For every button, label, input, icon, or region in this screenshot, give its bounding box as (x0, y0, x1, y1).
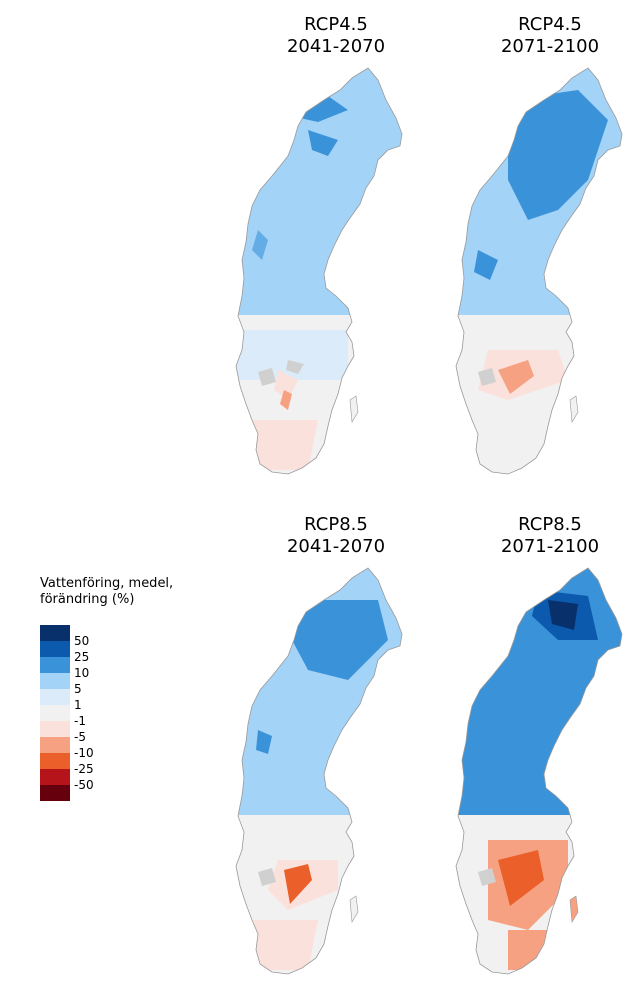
period-label: 2041-2070 (286, 36, 386, 57)
legend-swatch (40, 673, 70, 689)
map-rcp85-2071 (455, 567, 623, 975)
period-label: 2071-2100 (500, 536, 600, 557)
legend-swatch (40, 657, 70, 673)
panel-title-rcp45-2041: RCP4.5 2041-2070 (236, 14, 436, 58)
legend-swatch (40, 737, 70, 753)
scenario-label: RCP8.5 (304, 514, 368, 535)
legend-label: -1 (74, 714, 86, 728)
legend-swatch (40, 625, 70, 641)
legend-swatch (40, 641, 70, 657)
period-label: 2041-2070 (286, 536, 386, 557)
panel-title-rcp85-2041: RCP8.5 2041-2070 (236, 514, 436, 558)
scenario-label: RCP8.5 (518, 514, 582, 535)
scenario-label: RCP4.5 (518, 14, 582, 35)
period-label: 2071-2100 (500, 36, 600, 57)
legend-label: -10 (74, 746, 94, 760)
panel-title-rcp85-2071: RCP8.5 2071-2100 (450, 514, 640, 558)
legend-label: 10 (74, 666, 90, 680)
map-rcp85-2041 (235, 567, 403, 975)
legend-title: Vattenföring, medel, förändring (%) (40, 576, 174, 607)
legend-label: -25 (74, 762, 94, 776)
panel-title-rcp45-2071: RCP4.5 2071-2100 (450, 14, 640, 58)
legend-swatch (40, 689, 70, 705)
legend-label: 5 (74, 682, 82, 696)
legend-label: 25 (74, 650, 90, 664)
legend-swatch (40, 785, 70, 801)
legend-label: 1 (74, 698, 82, 712)
legend-swatch (40, 705, 70, 721)
scenario-label: RCP4.5 (304, 14, 368, 35)
legend-label: -50 (74, 778, 94, 792)
legend-swatch (40, 721, 70, 737)
legend-swatch (40, 769, 70, 785)
map-rcp45-2071 (455, 67, 623, 475)
legend-label: 50 (74, 634, 90, 648)
legend-swatch (40, 753, 70, 769)
map-rcp45-2041 (235, 67, 403, 475)
legend-label: -5 (74, 730, 86, 744)
